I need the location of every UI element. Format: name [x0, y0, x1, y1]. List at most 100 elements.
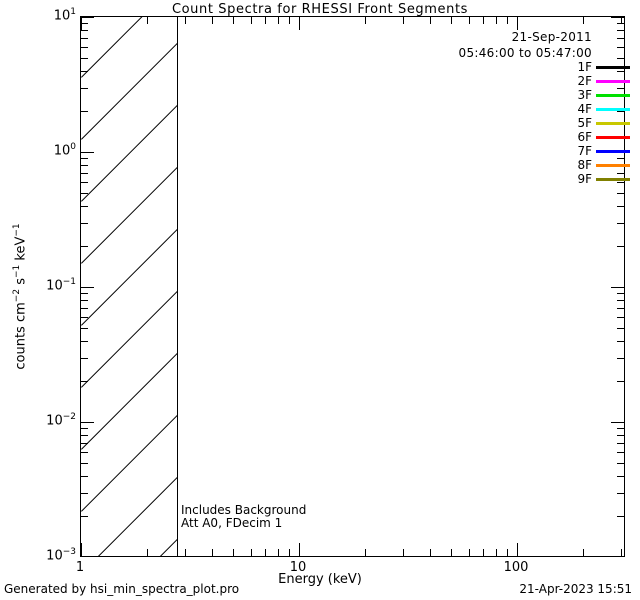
y-tick-label: 10−2	[46, 412, 76, 429]
tick-mark	[81, 293, 88, 294]
tick-mark	[507, 17, 508, 24]
legend-color-swatch	[596, 135, 630, 139]
tick-mark	[617, 452, 624, 453]
tick-mark	[265, 17, 266, 24]
legend-entry-label: 9F	[577, 172, 592, 186]
tick-mark	[81, 422, 94, 423]
tick-mark	[617, 88, 624, 89]
hatch-line	[81, 17, 178, 264]
tick-mark	[81, 463, 88, 464]
tick-mark	[81, 182, 88, 183]
tick-mark	[81, 381, 88, 382]
tick-mark	[251, 17, 252, 24]
tick-mark	[617, 193, 624, 194]
x-tick-label: 100	[503, 560, 529, 575]
tick-mark	[617, 358, 624, 359]
tick-mark	[251, 549, 252, 556]
tick-mark	[81, 71, 88, 72]
y-tick-label: 10−3	[46, 547, 76, 564]
tick-mark	[265, 549, 266, 556]
tick-mark	[483, 549, 484, 556]
tick-mark	[81, 317, 88, 318]
legend-entry: 5F	[430, 116, 630, 130]
tick-mark	[617, 58, 624, 59]
legend-entry: 3F	[430, 88, 630, 102]
hatch-line	[81, 17, 178, 556]
legend-entry: 1F	[430, 60, 630, 74]
tick-mark	[81, 476, 88, 477]
tick-mark	[617, 443, 624, 444]
legend-entry-label: 2F	[577, 74, 592, 88]
legend-color-swatch	[596, 93, 630, 97]
hatch-line	[81, 17, 178, 140]
tick-mark	[617, 300, 624, 301]
legend-entry-label: 1F	[577, 60, 592, 74]
tick-mark	[611, 152, 624, 153]
tick-mark	[81, 328, 88, 329]
tick-mark	[617, 71, 624, 72]
tick-mark	[81, 543, 82, 556]
tick-mark	[617, 463, 624, 464]
legend-entry: 8F	[430, 158, 630, 172]
tick-mark	[469, 549, 470, 556]
hatch-line	[81, 17, 178, 202]
tick-mark	[617, 381, 624, 382]
x-axis-title: Energy (keV)	[278, 572, 362, 587]
tick-mark	[451, 549, 452, 556]
tick-mark	[81, 287, 94, 288]
y-axis-title: counts cm−2 s−1 keV−1	[12, 223, 29, 370]
tick-mark	[365, 17, 366, 24]
tick-mark	[617, 246, 624, 247]
tick-mark	[617, 428, 624, 429]
plot-annotations: Includes Background Att A0, FDecim 1	[181, 504, 306, 530]
chart-title: Count Spectra for RHESSI Front Segments	[171, 2, 469, 17]
tick-mark	[81, 443, 88, 444]
tick-mark	[403, 17, 404, 24]
tick-mark	[299, 17, 300, 30]
x-tick-label: 10	[289, 560, 307, 575]
y-tick-label: 100	[53, 142, 76, 159]
tick-mark	[81, 493, 88, 494]
tick-mark	[81, 206, 88, 207]
tick-mark	[185, 17, 186, 24]
tick-mark	[212, 17, 213, 24]
tick-mark	[81, 158, 88, 159]
y-tick-label: 10−1	[46, 277, 76, 294]
tick-mark	[81, 223, 88, 224]
tick-mark	[81, 246, 88, 247]
legend-entry-label: 4F	[577, 102, 592, 116]
tick-mark	[81, 30, 88, 31]
legend-entry: 2F	[430, 74, 630, 88]
tick-mark	[617, 435, 624, 436]
tick-mark	[147, 17, 148, 24]
hatched-region	[81, 17, 178, 556]
tick-mark	[451, 17, 452, 24]
tick-mark	[81, 47, 88, 48]
legend-entries: 1F 2F 3F 4F 5F 6F 7F 8F 9F	[430, 60, 630, 186]
hatch-line	[81, 17, 178, 78]
tick-mark	[212, 549, 213, 556]
tick-mark	[81, 516, 88, 517]
legend-entry: 9F	[430, 172, 630, 186]
tick-mark	[469, 17, 470, 24]
tick-mark	[81, 358, 88, 359]
tick-mark	[81, 300, 88, 301]
tick-mark	[496, 549, 497, 556]
tick-mark	[483, 17, 484, 24]
y-axis-tick-labels: 101 100 10−1 10−2 10−3	[0, 0, 76, 600]
legend-color-swatch	[596, 79, 630, 83]
tick-mark	[617, 293, 624, 294]
legend-entry-label: 5F	[577, 116, 592, 130]
annotation-line-1: Includes Background	[181, 503, 307, 517]
tick-mark	[517, 543, 518, 556]
tick-mark	[611, 17, 624, 18]
legend-entry-label: 3F	[577, 88, 592, 102]
tick-mark	[617, 38, 624, 39]
legend-entry: 4F	[430, 102, 630, 116]
legend-date: 21-Sep-2011	[511, 30, 592, 44]
tick-mark	[430, 549, 431, 556]
tick-mark	[611, 422, 624, 423]
tick-mark	[365, 549, 366, 556]
tick-mark	[617, 158, 624, 159]
tick-mark	[517, 17, 518, 30]
